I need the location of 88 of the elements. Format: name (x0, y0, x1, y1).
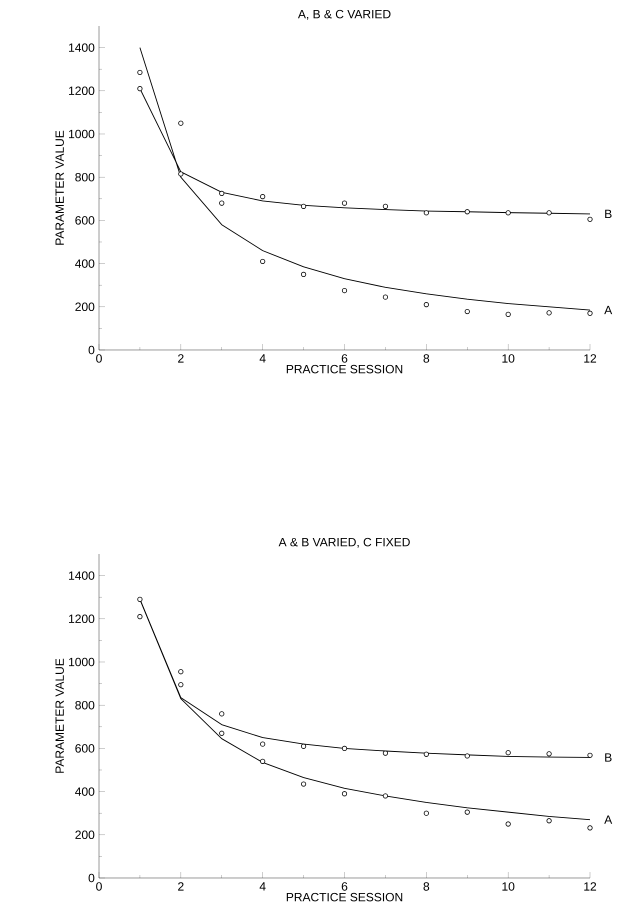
point (587, 310, 593, 316)
x-axis-title: PRACTICE SESSION (286, 892, 402, 902)
y-axis-title: PARAMETER VALUE (56, 658, 64, 773)
y-tick-label: 1400 (69, 571, 94, 580)
point (178, 669, 184, 674)
series-label: B (605, 210, 612, 218)
x-tick-label: 8 (424, 354, 430, 363)
x-axis-title: PRACTICE SESSION (286, 364, 402, 374)
point (342, 200, 348, 206)
point (546, 818, 552, 824)
point (260, 758, 266, 764)
y-tick-label: 400 (75, 259, 94, 268)
x-tick-label: 10 (502, 354, 514, 363)
point (587, 752, 593, 758)
point (424, 810, 429, 816)
point (382, 294, 388, 300)
chart-title: A & B VARIED, C FIXED (278, 538, 410, 548)
point (424, 752, 429, 757)
point (382, 204, 388, 209)
point (464, 308, 470, 314)
point (546, 751, 552, 756)
point (137, 596, 143, 602)
y-tick-label: 1000 (69, 658, 94, 666)
point (178, 120, 184, 126)
y-tick-label: 400 (75, 787, 94, 796)
x-tick-label: 12 (584, 882, 596, 891)
point (342, 288, 348, 294)
y-tick-label: 200 (75, 302, 94, 312)
x-tick-label: 8 (424, 882, 430, 891)
point (219, 730, 224, 736)
y-tick-label: 800 (75, 700, 94, 710)
point (219, 711, 224, 716)
point (382, 793, 388, 799)
chart-title: A, B & C VARIED (298, 10, 391, 20)
y-axis-title: PARAMETER VALUE (56, 130, 64, 245)
point (178, 682, 184, 688)
x-tick-label: 2 (178, 882, 184, 891)
point (506, 821, 511, 827)
x-tick-label: 6 (342, 882, 348, 891)
x-tick-label: 12 (584, 354, 596, 363)
y-tick-label: 600 (75, 216, 94, 225)
point (300, 204, 306, 209)
y-tick-label: 0 (88, 874, 94, 882)
point (260, 741, 266, 747)
point (342, 746, 348, 751)
point (587, 216, 593, 222)
point (382, 750, 388, 756)
point (506, 312, 511, 317)
y-tick-label: 600 (75, 744, 94, 753)
point (546, 210, 552, 216)
point (300, 781, 306, 787)
point (219, 200, 224, 206)
point (506, 750, 511, 756)
y-tick-label: 1400 (69, 43, 94, 52)
y-tick-label: 800 (75, 172, 94, 182)
point (546, 310, 552, 316)
point (178, 171, 184, 177)
point (464, 209, 470, 214)
series-label: A (604, 306, 612, 314)
point (260, 194, 266, 200)
x-tick-label: 10 (502, 882, 514, 891)
y-tick-label: 200 (75, 830, 94, 840)
point (137, 70, 143, 76)
x-tick-label: 0 (96, 354, 102, 363)
point (424, 210, 429, 216)
x-tick-label: 2 (178, 354, 184, 363)
point (137, 614, 143, 620)
point (464, 810, 470, 815)
series-label: A (604, 816, 612, 824)
point (260, 258, 266, 264)
y-tick-label: 1200 (69, 614, 94, 624)
x-tick-label: 0 (96, 882, 102, 891)
y-tick-label: 1000 (69, 130, 94, 138)
point (464, 753, 470, 759)
x-tick-label: 4 (260, 354, 266, 362)
series-label: B (605, 753, 612, 762)
point (137, 86, 143, 92)
point (506, 210, 511, 216)
y-tick-label: 1200 (69, 86, 94, 96)
x-tick-label: 6 (342, 354, 348, 363)
point (587, 825, 593, 830)
point (342, 791, 348, 796)
x-tick-label: 4 (260, 882, 266, 890)
point (219, 190, 224, 196)
point (424, 302, 429, 308)
y-tick-label: 0 (88, 346, 94, 354)
point (300, 744, 306, 749)
point (300, 272, 306, 277)
